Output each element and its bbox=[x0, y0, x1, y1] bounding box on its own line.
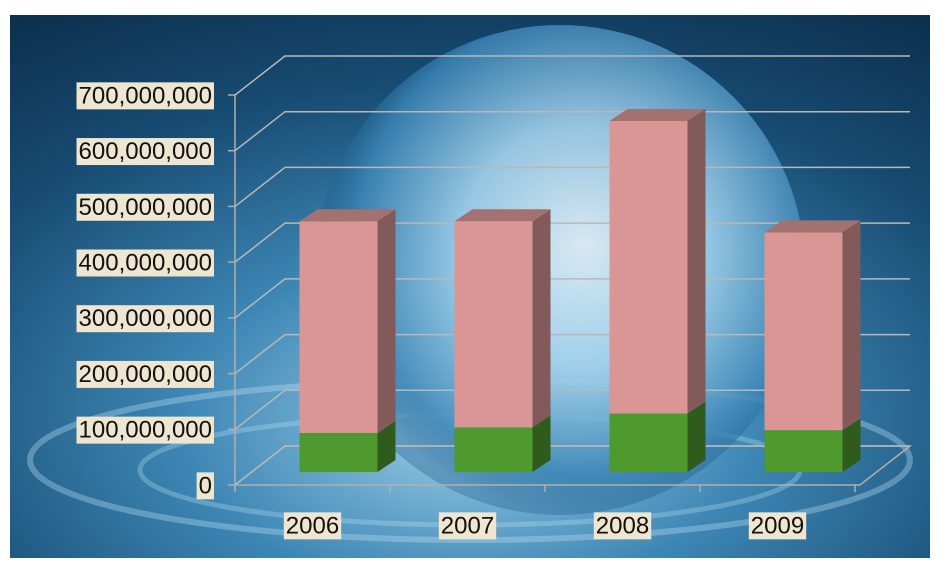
bar bbox=[299, 433, 378, 472]
y-tick-label: 700,000,000 bbox=[79, 82, 212, 109]
bar-side bbox=[842, 418, 861, 472]
x-tick-label: 2007 bbox=[441, 512, 494, 539]
bar bbox=[764, 232, 843, 431]
bar-top bbox=[609, 109, 706, 121]
bar bbox=[299, 221, 378, 433]
y-tick-label: 400,000,000 bbox=[79, 249, 212, 276]
label-bg bbox=[76, 138, 214, 166]
y-tick-label: 200,000,000 bbox=[79, 361, 212, 388]
bar-top bbox=[764, 220, 861, 233]
label-bg bbox=[593, 512, 652, 540]
bar-side bbox=[687, 109, 706, 414]
label-bg bbox=[748, 512, 807, 540]
bar bbox=[454, 427, 533, 472]
label-bg bbox=[76, 249, 214, 277]
bar bbox=[454, 221, 533, 428]
label-bg bbox=[283, 512, 342, 540]
bar bbox=[609, 121, 688, 414]
label-bg bbox=[76, 416, 214, 444]
bar-side bbox=[377, 209, 396, 433]
plot: 0 100,000,000 200,000,000 300,000,000 400,00… bbox=[76, 55, 913, 540]
y-tick-label: 100,000,000 bbox=[79, 417, 212, 444]
label-bg bbox=[196, 472, 214, 500]
x-tick-label: 2006 bbox=[286, 512, 339, 539]
y-tick-label: 300,000,000 bbox=[79, 305, 212, 332]
x-tick-label: 2008 bbox=[596, 512, 649, 539]
label-bg bbox=[76, 360, 214, 388]
label-bg bbox=[76, 82, 214, 110]
y-tick-label: 600,000,000 bbox=[79, 138, 212, 165]
grid-line bbox=[234, 55, 910, 96]
label-bg bbox=[76, 193, 214, 221]
y-tick-label: 0 bbox=[199, 472, 212, 499]
bar-side bbox=[687, 401, 706, 472]
bar-top bbox=[299, 209, 396, 222]
label-bg bbox=[76, 305, 214, 333]
bar bbox=[764, 430, 843, 472]
bar-side bbox=[377, 421, 396, 472]
bar-side bbox=[532, 209, 551, 428]
bar-top bbox=[454, 209, 551, 222]
bar-side bbox=[532, 415, 551, 472]
x-tick-label: 2009 bbox=[751, 512, 804, 539]
y-tick-label: 500,000,000 bbox=[79, 194, 212, 221]
label-bg bbox=[438, 512, 497, 540]
bar-side bbox=[842, 220, 861, 431]
bar bbox=[609, 413, 688, 472]
